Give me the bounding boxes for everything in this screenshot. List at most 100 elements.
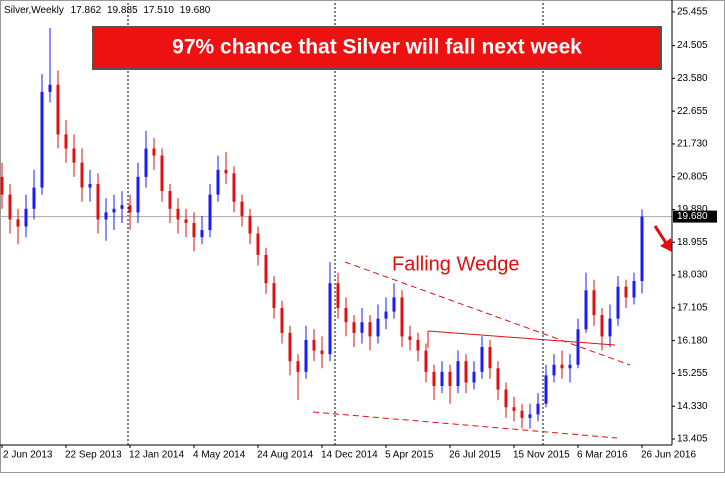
candle-body <box>232 173 236 202</box>
wedge-lower-line <box>312 411 618 439</box>
candle-body <box>80 162 84 188</box>
candle-body <box>120 205 124 209</box>
candle-body <box>216 169 220 195</box>
y-tick-label: 23.580 <box>677 73 708 84</box>
plot-area <box>0 28 672 429</box>
y-tick-label: 14.330 <box>677 401 708 412</box>
y-tick-label: 17.105 <box>677 302 708 313</box>
candle-body <box>560 364 564 369</box>
candle-body <box>408 336 412 340</box>
y-tick-label: 21.730 <box>677 139 708 150</box>
candle-body <box>16 219 20 227</box>
candle-body <box>608 318 612 337</box>
price-label-box <box>673 210 717 223</box>
header: Silver,Weekly 17.862 19.885 17.510 19.68… <box>4 5 211 16</box>
candle-body <box>168 191 172 209</box>
x-tick-label: 6 Mar 2016 <box>577 450 628 461</box>
x-tick-label: 24 Aug 2014 <box>257 450 314 461</box>
candle-body <box>40 91 44 188</box>
candle-body <box>600 315 604 337</box>
candle-body <box>616 286 620 319</box>
candle-body <box>160 155 164 192</box>
candle-body <box>504 389 508 408</box>
candle-body <box>88 183 92 188</box>
symbol: Silver,Weekly <box>4 5 64 16</box>
y-tick-label: 16.180 <box>677 335 708 346</box>
candle-body <box>176 208 180 220</box>
candle-body <box>552 364 556 376</box>
candle-body <box>56 84 60 135</box>
x-tick-label: 15 Nov 2015 <box>513 450 570 461</box>
candle-body <box>304 339 308 372</box>
candle-body <box>280 308 284 333</box>
header-open: 17.862 <box>71 5 102 16</box>
candle-body <box>384 311 388 319</box>
x-tick-label: 4 May 2014 <box>193 450 246 461</box>
y-tick-label: 19.880 <box>677 204 708 215</box>
candle-body <box>32 187 36 209</box>
candle-body <box>128 205 132 213</box>
y-tick-label: 13.405 <box>677 434 708 445</box>
header-low: 17.510 <box>143 5 174 16</box>
candle-body <box>96 183 100 220</box>
candle-body <box>104 212 108 220</box>
candle-body <box>192 222 196 238</box>
x-tick-label: 14 Dec 2014 <box>321 450 378 461</box>
candle-body <box>136 176 140 213</box>
candle-body <box>48 84 52 92</box>
candle-body <box>416 339 420 351</box>
candle-body <box>568 364 572 369</box>
y-tick-label: 15.255 <box>677 368 708 379</box>
down-arrow <box>653 225 672 252</box>
candle-body <box>288 332 292 362</box>
candle-body <box>352 322 356 333</box>
y-tick-label: 18.030 <box>677 270 708 281</box>
candle-body <box>432 371 436 386</box>
candle-body <box>312 339 316 351</box>
candle-body <box>208 194 212 231</box>
candle-body <box>144 148 148 177</box>
candle-body <box>392 297 396 312</box>
candle-body <box>368 322 372 337</box>
candle-body <box>72 148 76 163</box>
banner-text: 97% chance that Silver will fall next we… <box>172 36 582 59</box>
candle-body <box>64 134 68 149</box>
candle-body <box>424 350 428 372</box>
candle-body <box>536 403 540 415</box>
candle-body <box>320 350 324 355</box>
price-label: 19.680 <box>677 211 708 222</box>
x-tick-label: 26 Jul 2015 <box>449 450 501 461</box>
candle-body <box>24 208 28 227</box>
candle-body <box>640 216 644 282</box>
candle-body <box>544 375 548 404</box>
candle-body <box>272 283 276 309</box>
candle-body <box>480 347 484 372</box>
candle-body <box>576 329 580 365</box>
resistance-line <box>427 330 616 346</box>
x-tick-label: 5 Apr 2015 <box>385 450 434 461</box>
candle-body <box>336 283 340 309</box>
candle-body <box>440 371 444 386</box>
candle-body <box>520 410 524 418</box>
candle-body <box>248 215 252 234</box>
candle-body <box>584 290 588 330</box>
candle-body <box>112 208 116 213</box>
candle-body <box>240 201 244 216</box>
wedge-upper-line <box>344 261 631 366</box>
candle-body <box>624 286 628 298</box>
candle-body <box>256 233 260 255</box>
candle-body <box>184 219 188 223</box>
y-tick-label: 24.505 <box>677 40 708 51</box>
candle-body <box>344 308 348 323</box>
candle-body <box>0 176 4 195</box>
y-tick-label: 22.655 <box>677 106 708 117</box>
header-high: 19.885 <box>107 5 138 16</box>
candle-body <box>488 347 492 369</box>
candle-body <box>224 169 228 174</box>
candle-body <box>152 148 156 156</box>
x-tick-label: 2 Jun 2013 <box>3 450 53 461</box>
candle-body <box>264 254 268 284</box>
header-close: 19.680 <box>180 5 211 16</box>
candle-body <box>632 281 636 298</box>
